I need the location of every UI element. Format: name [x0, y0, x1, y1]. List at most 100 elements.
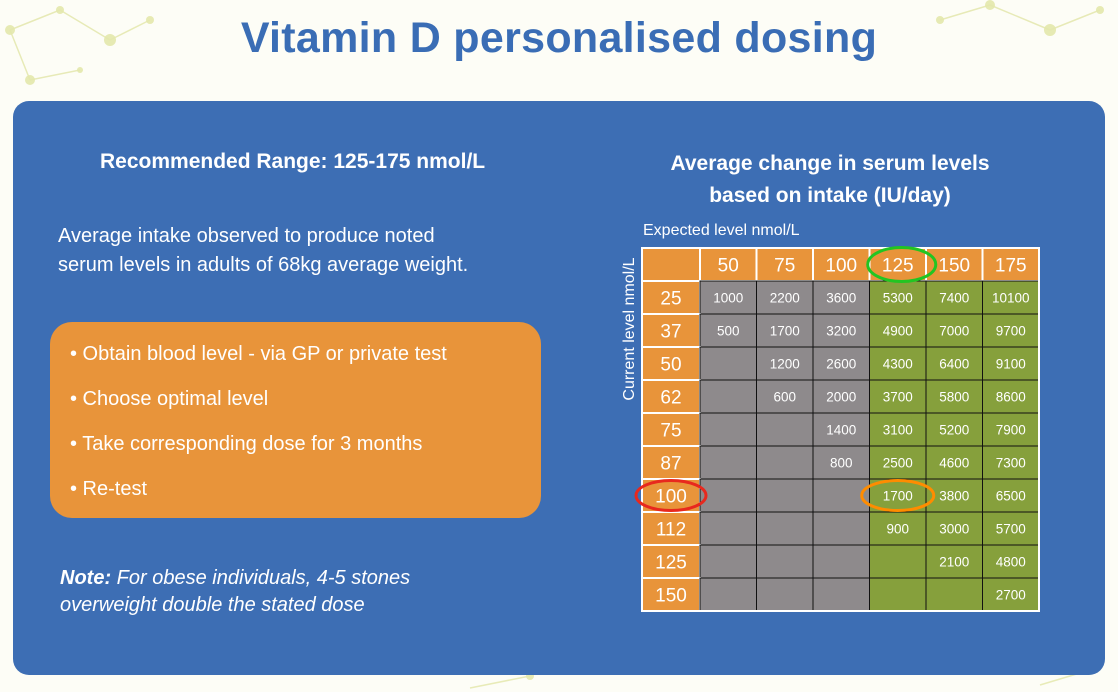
dose-value: 5800: [939, 390, 969, 405]
dose-value: 7900: [996, 423, 1026, 438]
dose-value: 2500: [883, 456, 913, 471]
dose-cell: [699, 313, 757, 348]
note-label: Note:: [60, 567, 112, 589]
dose-cell: [812, 544, 870, 579]
row-header-label: 125: [655, 553, 687, 574]
note-line-1: Note: For obese individuals, 4-5 stones: [60, 565, 530, 592]
dose-cell: [982, 280, 1040, 315]
dose-cell: [756, 379, 814, 414]
dose-value: 2700: [996, 588, 1026, 603]
steps-box: • Obtain blood level - via GP or private…: [50, 322, 541, 518]
dose-cell: [812, 412, 870, 447]
column-header-label: 50: [718, 256, 739, 277]
row-header-label: 75: [660, 421, 681, 442]
dose-cell: [756, 445, 814, 480]
highlight-row-100-ring: [634, 479, 708, 512]
dose-cell: [812, 577, 870, 612]
intake-description-line-2: serum levels in adults of 68kg average w…: [58, 254, 469, 276]
table-heading: Average change in serum levels based on …: [620, 148, 1040, 212]
dose-value: 5700: [996, 522, 1026, 537]
row-header-label: 150: [655, 586, 687, 607]
dose-value: 3200: [826, 324, 856, 339]
dose-cell: [982, 577, 1040, 612]
column-header-cell: [812, 247, 871, 282]
dose-cell: [699, 511, 757, 546]
recommended-range-heading: Recommended Range: 125-175 nmol/L: [100, 150, 486, 173]
row-header-label: 37: [660, 322, 681, 343]
dose-cell: [812, 379, 870, 414]
dose-cell: [925, 379, 983, 414]
dose-cell: [982, 346, 1040, 381]
obesity-note: Note: For obese individuals, 4-5 stones …: [60, 565, 530, 619]
dose-value: 5300: [883, 291, 913, 306]
highlight-column-125-ring: [866, 246, 938, 283]
row-header-label: 100: [655, 487, 687, 508]
dose-cell: [925, 412, 983, 447]
row-header-label: 25: [660, 289, 681, 310]
table-border: [641, 247, 1040, 612]
row-header-label: 62: [660, 388, 681, 409]
dose-value: 2100: [939, 555, 969, 570]
dose-cell: [756, 577, 814, 612]
dose-value: 600: [773, 390, 796, 405]
dose-cell: [812, 346, 870, 381]
dose-cell: [812, 445, 870, 480]
dose-cell: [982, 445, 1040, 480]
dose-cell: [699, 379, 757, 414]
column-header-label: 150: [938, 256, 970, 277]
dose-cell: [982, 544, 1040, 579]
dose-value: 1700: [770, 324, 800, 339]
dose-value: 10100: [992, 291, 1030, 306]
dose-cell: [982, 412, 1040, 447]
dose-value: 500: [717, 324, 740, 339]
dose-value: 9100: [996, 357, 1026, 372]
dose-cell: [812, 511, 870, 546]
row-header-label: 87: [660, 454, 681, 475]
dose-cell: [869, 577, 927, 612]
dose-cell: [925, 445, 983, 480]
table-corner-cell: [641, 247, 701, 282]
dose-cell: [756, 544, 814, 579]
dose-cell: [925, 511, 983, 546]
column-header-label: 125: [882, 256, 914, 277]
dose-value: 7300: [996, 456, 1026, 471]
column-header-label: 100: [825, 256, 857, 277]
dose-cell: [869, 445, 927, 480]
intake-description: Average intake observed to produce noted…: [58, 222, 528, 280]
dose-cell: [699, 544, 757, 579]
dose-cell: [699, 478, 757, 513]
dose-value: 800: [830, 456, 853, 471]
dose-cell: [699, 280, 757, 315]
dose-value: 1700: [883, 489, 913, 504]
note-text-1: For obese individuals, 4-5 stones: [111, 567, 411, 589]
page-title: Vitamin D personalised dosing: [240, 14, 878, 62]
dose-value: 1200: [770, 357, 800, 372]
column-header-label: 75: [774, 256, 795, 277]
dose-cell: [756, 412, 814, 447]
dose-value: 3600: [826, 291, 856, 306]
dose-value: 4900: [883, 324, 913, 339]
dose-cell: [982, 379, 1040, 414]
dose-cell: [869, 412, 927, 447]
dose-cell: [982, 478, 1040, 513]
dose-value: 7400: [939, 291, 969, 306]
dose-cell: [925, 577, 983, 612]
dose-value: 4800: [996, 555, 1026, 570]
dose-value: 3000: [939, 522, 969, 537]
dose-cell: [756, 478, 814, 513]
dose-cell: [699, 346, 757, 381]
dose-value: 2200: [770, 291, 800, 306]
dose-value: 2600: [826, 357, 856, 372]
dose-cell: [699, 412, 757, 447]
dose-value: 3100: [883, 423, 913, 438]
dose-value: 9700: [996, 324, 1026, 339]
dose-value: 3800: [939, 489, 969, 504]
row-header-label: 112: [656, 520, 686, 541]
dose-value: 900: [886, 522, 909, 537]
dose-cell: [925, 544, 983, 579]
dose-value: 7000: [939, 324, 969, 339]
step-item: • Re-test: [70, 478, 148, 500]
row-header-cell: [641, 544, 701, 579]
note-line-2: overweight double the stated dose: [60, 594, 365, 616]
